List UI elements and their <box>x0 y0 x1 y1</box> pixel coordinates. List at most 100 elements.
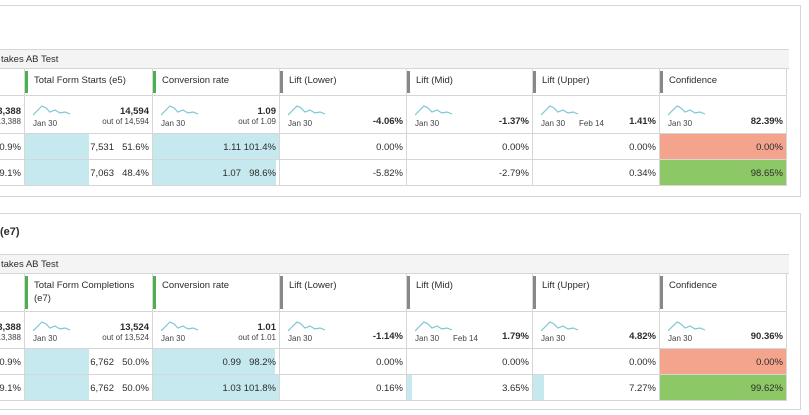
header-text: Lift (Mid) <box>416 280 453 291</box>
cell-bar <box>153 160 277 185</box>
column-marker <box>407 71 410 93</box>
summary-value: -1.14% <box>372 331 403 342</box>
data-cell: 1.11 101.4% <box>153 134 280 160</box>
sparkline <box>33 105 71 116</box>
date-label: Jan 30 <box>415 334 440 343</box>
column-header[interactable]: Lift (Upper) <box>533 69 660 96</box>
column-header[interactable]: Total Form Starts (e5) <box>25 69 153 96</box>
header-text: Lift (Mid) <box>416 75 453 86</box>
summary-sub: out of 1.09 <box>238 117 276 126</box>
column-marker <box>25 276 28 309</box>
data-cell: 0.00% <box>407 134 533 160</box>
data-cell: 99.62% <box>660 375 787 401</box>
summary-value: 1.41% <box>629 116 656 127</box>
data-cell: 6,762 50.0% <box>25 349 153 375</box>
cell-bar <box>25 160 89 185</box>
data-cell: 0.99 98.2% <box>153 349 280 375</box>
subheader-text: takes AB Test <box>1 54 59 65</box>
header-cell <box>0 69 25 96</box>
date-label: Jan 30 <box>668 334 693 343</box>
cell-value: 0.00% <box>756 357 783 368</box>
date-label: Jan 30 <box>668 119 693 128</box>
cell-value: 0.99 <box>222 357 242 368</box>
summary-sub: 13,388 <box>0 117 21 126</box>
summary-value: -4.06% <box>372 116 403 127</box>
cell-value: 98.65% <box>750 168 783 179</box>
summary-value: 14,594 <box>119 106 149 117</box>
column-header[interactable]: Lift (Upper) <box>533 274 660 312</box>
summary-value: 1.79% <box>502 331 529 342</box>
cell-value: 0.00% <box>376 357 403 368</box>
sparkline <box>541 105 579 116</box>
column-header[interactable]: Lift (Mid) <box>407 274 533 312</box>
data-cell: 0.00% <box>407 349 533 375</box>
cell-bar <box>407 375 412 400</box>
header-text: Lift (Lower) <box>289 280 337 291</box>
column-header[interactable]: Lift (Lower) <box>280 69 407 96</box>
cell-percent: 98.6% <box>249 168 276 179</box>
sparkline <box>161 105 199 116</box>
cell-value: 1.03 <box>222 383 242 394</box>
cell-bar <box>153 375 279 400</box>
summary-cell: Jan 30 1.09 out of 1.09 <box>153 96 280 134</box>
column-header[interactable]: Confidence <box>660 69 787 96</box>
summary-sub: out of 14,594 <box>102 117 149 126</box>
column-marker <box>153 276 156 309</box>
data-cell: 0.00% <box>660 349 787 375</box>
cell-value: 50.9% <box>0 142 21 153</box>
summary-cell: Jan 30 Feb 14 1.79% <box>407 312 533 349</box>
summary-value: 3,388 <box>0 106 21 117</box>
data-cell: 0.00% <box>660 134 787 160</box>
cell-value: 7,063 <box>90 168 114 179</box>
header-text: Confidence <box>669 280 718 291</box>
column-marker <box>280 71 283 93</box>
column-marker <box>660 71 663 93</box>
cell-percent: 50.0% <box>122 357 149 368</box>
cell-bar <box>25 375 89 400</box>
cell-percent: 50.0% <box>122 383 149 394</box>
summary-value: 13,524 <box>119 322 149 333</box>
data-cell: 0.00% <box>533 134 660 160</box>
header-text: Lift (Lower) <box>289 75 337 86</box>
cell-value: 49.1% <box>0 168 21 179</box>
date-label: Feb 14 <box>579 119 604 128</box>
sparkline <box>288 321 326 332</box>
date-label: Jan 30 <box>33 334 58 343</box>
summary-cell: Jan 30 -4.06% <box>280 96 407 134</box>
header-text: Confidence <box>669 75 718 86</box>
column-header[interactable]: Total Form Completions (e7) <box>25 274 153 312</box>
summary-value: 1.09 <box>257 106 277 117</box>
subheader-text: takes AB Test <box>1 259 59 270</box>
column-header[interactable]: Lift (Mid) <box>407 69 533 96</box>
column-header[interactable]: Conversion rate <box>153 69 280 96</box>
data-cell: 0.00% <box>533 349 660 375</box>
cell-bar <box>25 134 89 159</box>
summary-value: -1.37% <box>498 116 529 127</box>
sparkline <box>668 321 706 332</box>
summary-value: 82.39% <box>750 116 783 127</box>
summary-sub: out of 13,524 <box>102 333 149 342</box>
column-header[interactable]: Lift (Lower) <box>280 274 407 312</box>
cell-value: 1.07 <box>222 168 242 179</box>
sparkline <box>161 321 199 332</box>
summary-cell: Jan 30 90.36% <box>660 312 787 349</box>
data-cell: 1.03 101.8% <box>153 375 280 401</box>
data-cell: -2.79% <box>407 160 533 186</box>
column-header[interactable]: Confidence <box>660 274 787 312</box>
summary-value: 4.82% <box>629 331 656 342</box>
freeform-panel: (e7) takes AB Test Total Form Completions … <box>0 213 801 410</box>
cell-value: 1.11 <box>223 142 241 153</box>
table-subheader: takes AB Test <box>0 254 789 274</box>
data-cell: 1.07 98.6% <box>153 160 280 186</box>
cell-value: 0.34% <box>629 168 656 179</box>
header-text: Conversion rate <box>162 75 230 86</box>
header-text: Lift (Upper) <box>542 75 590 86</box>
header-text: Total Form Starts (e5) <box>34 75 126 86</box>
column-marker <box>280 276 283 309</box>
cell-value: 49.1% <box>0 383 21 394</box>
sparkline <box>668 105 706 116</box>
cell-value: 0.00% <box>756 142 783 153</box>
column-header[interactable]: Conversion rate <box>153 274 280 312</box>
column-marker <box>533 71 536 93</box>
